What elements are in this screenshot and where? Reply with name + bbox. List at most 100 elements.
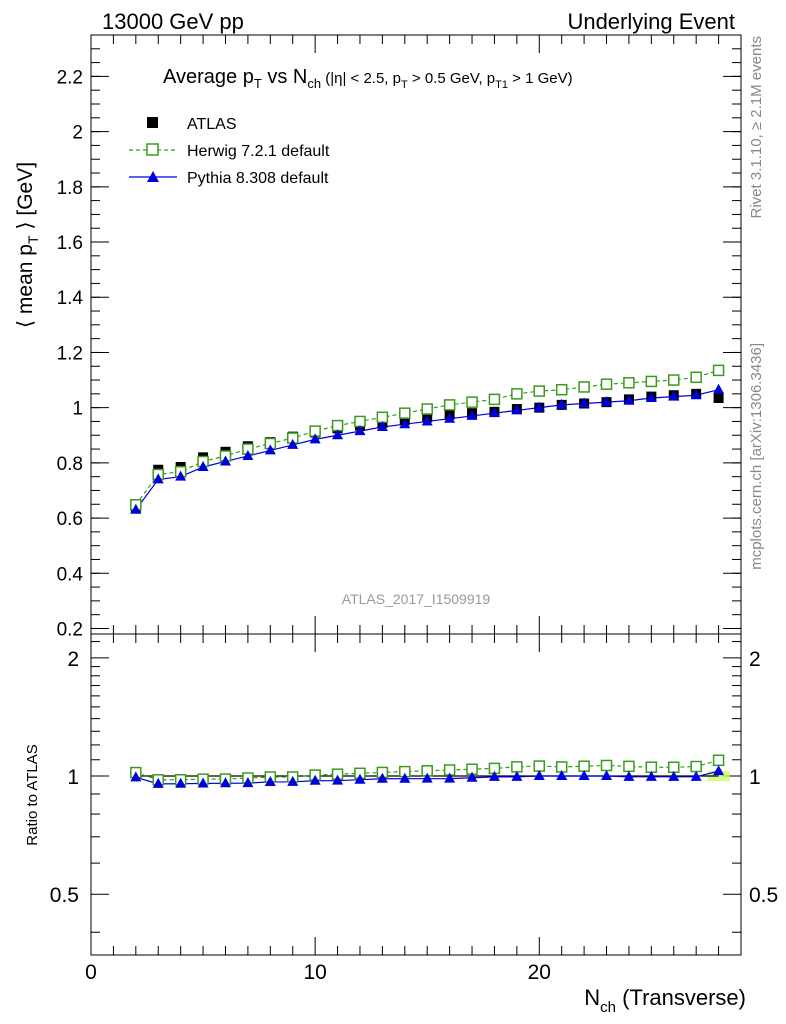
title-sub-t: T: [254, 76, 262, 91]
ratio-pythia-point: [309, 774, 321, 785]
herwig-point: [354, 415, 366, 428]
y-tick-label: 1.6: [57, 233, 83, 254]
title-sub-ch: ch: [307, 76, 321, 91]
ratio-herwig-point: [623, 760, 635, 773]
y-tick-label: 1.8: [57, 178, 83, 199]
legend: ATLAS Herwig 7.2.1 default Pythia 8.308 …: [129, 116, 330, 187]
ratio-pythia-point: [488, 770, 500, 781]
herwig-point: [555, 383, 568, 396]
herwig-point: [533, 385, 546, 397]
y-tick-label: 0.2: [57, 619, 83, 640]
analysis-id: ATLAS_2017_I1509919: [342, 591, 491, 607]
pythia-point: [309, 433, 321, 444]
herwig-point: [645, 375, 658, 388]
x-tick-label: 10: [303, 961, 326, 984]
herwig-point: [600, 378, 613, 390]
ratio-pythia-point: [421, 772, 433, 783]
title-sub-t-2: T: [401, 79, 408, 91]
main-series: [130, 364, 725, 514]
ratio-pythia-point: [511, 770, 523, 781]
y-tick-label: 1.4: [57, 288, 84, 309]
herwig-point: [668, 374, 680, 386]
ratio-pythia-point: [578, 770, 590, 781]
legend-herwig-label: Herwig 7.2.1 default: [187, 143, 330, 160]
ratio-herwig-point: [712, 754, 725, 767]
pythia-point: [197, 460, 209, 471]
header-energy: 13000 GeV pp: [102, 9, 244, 34]
ratio-axis-ticks: 0.5 0.5 1 1 2 2: [50, 641, 778, 933]
ratio-herwig-point: [511, 761, 523, 773]
pythia-point: [130, 503, 142, 514]
atlas-point: [713, 392, 724, 403]
title-cuts-b: > 0.5 GeV, p: [408, 70, 495, 87]
pythia-point: [175, 470, 187, 481]
herwig-point: [466, 396, 478, 408]
pythia-point: [287, 438, 299, 449]
ratio-tick-label: 0.5: [50, 884, 79, 907]
ratio-tick-label-right: 2: [749, 648, 761, 671]
ratio-herwig-point: [645, 761, 658, 773]
ratio-pythia-point: [376, 772, 388, 783]
ratio-pythia-point: [645, 770, 657, 781]
herwig-point: [578, 381, 590, 393]
herwig-point: [399, 407, 411, 419]
header-topic: Underlying Event: [567, 9, 735, 34]
pythia-point: [511, 404, 523, 415]
ratio-pythia-point: [264, 775, 276, 786]
pythia-point: [152, 473, 164, 484]
ratio-uncertainty-band: [707, 770, 730, 782]
ratio-pythia-point: [130, 771, 142, 782]
ratio-pythia-point: [399, 772, 411, 783]
herwig-point: [331, 419, 344, 432]
pythia-point: [354, 425, 366, 436]
y-tick-label: 1: [72, 399, 83, 420]
y-axis-label: ⟨ mean pT ⟩ [GeV]: [14, 162, 41, 328]
ratio-pythia-point: [242, 777, 254, 788]
x-axis-ticks: 0 10 20: [85, 35, 742, 984]
ratio-herwig-point: [578, 760, 590, 772]
herwig-point: [443, 399, 456, 411]
title-cuts-a: (|η| < 2.5, p: [321, 70, 401, 87]
pythia-point: [488, 407, 500, 418]
main-axis-ticks: 0.2 0.4 0.6 0.8 1 1.2 1.4 1.6 1.8 2 2.2: [57, 34, 741, 640]
ratio-herwig-point: [690, 760, 702, 773]
herwig-line: [135, 369, 719, 506]
herwig-point: [376, 411, 389, 424]
y-tick-label: 0.6: [57, 509, 83, 530]
pythia-point: [601, 396, 613, 407]
y-tick-label: 2: [72, 123, 83, 144]
ratio-herwig-point: [533, 760, 546, 772]
ratio-tick-label-right: 0.5: [749, 884, 778, 907]
x-axis-label: Nch (Transverse): [584, 985, 746, 1016]
pythia-point: [264, 444, 276, 455]
herwig-point: [488, 393, 501, 406]
pythia-point: [578, 397, 590, 408]
pythia-point: [421, 415, 433, 426]
y-tick-label: 0.4: [57, 564, 84, 585]
pythia-point: [623, 394, 635, 405]
x-tick-label: 0: [85, 961, 97, 984]
pythia-point: [219, 455, 231, 466]
pythia-point: [556, 398, 568, 409]
ratio-tick-label: 2: [67, 648, 79, 671]
ratio-pythia-point: [601, 770, 613, 781]
pythia-point: [332, 429, 344, 440]
pythia-point: [444, 412, 456, 423]
pythia-point: [399, 418, 411, 429]
legend-atlas-label: ATLAS: [187, 116, 237, 133]
ratio-pythia-point: [466, 771, 478, 782]
pythia-point: [242, 449, 254, 460]
title-cuts-c: > 1 GeV): [508, 70, 573, 87]
ratio-pythia-point: [219, 777, 231, 788]
ratio-tick-label: 1: [67, 766, 79, 789]
title-sub-t1: T1: [495, 79, 508, 91]
ratio-pythia-point: [444, 772, 456, 783]
ratio-pythia-point: [533, 770, 545, 781]
pythia-point: [533, 401, 545, 412]
title-main: Average p: [163, 66, 254, 88]
herwig-point: [690, 371, 702, 384]
pythia-point: [690, 389, 702, 400]
rivet-label: Rivet 3.1.10, ≥ 2.1M events: [748, 36, 765, 219]
ratio-pythia-point: [332, 774, 344, 785]
